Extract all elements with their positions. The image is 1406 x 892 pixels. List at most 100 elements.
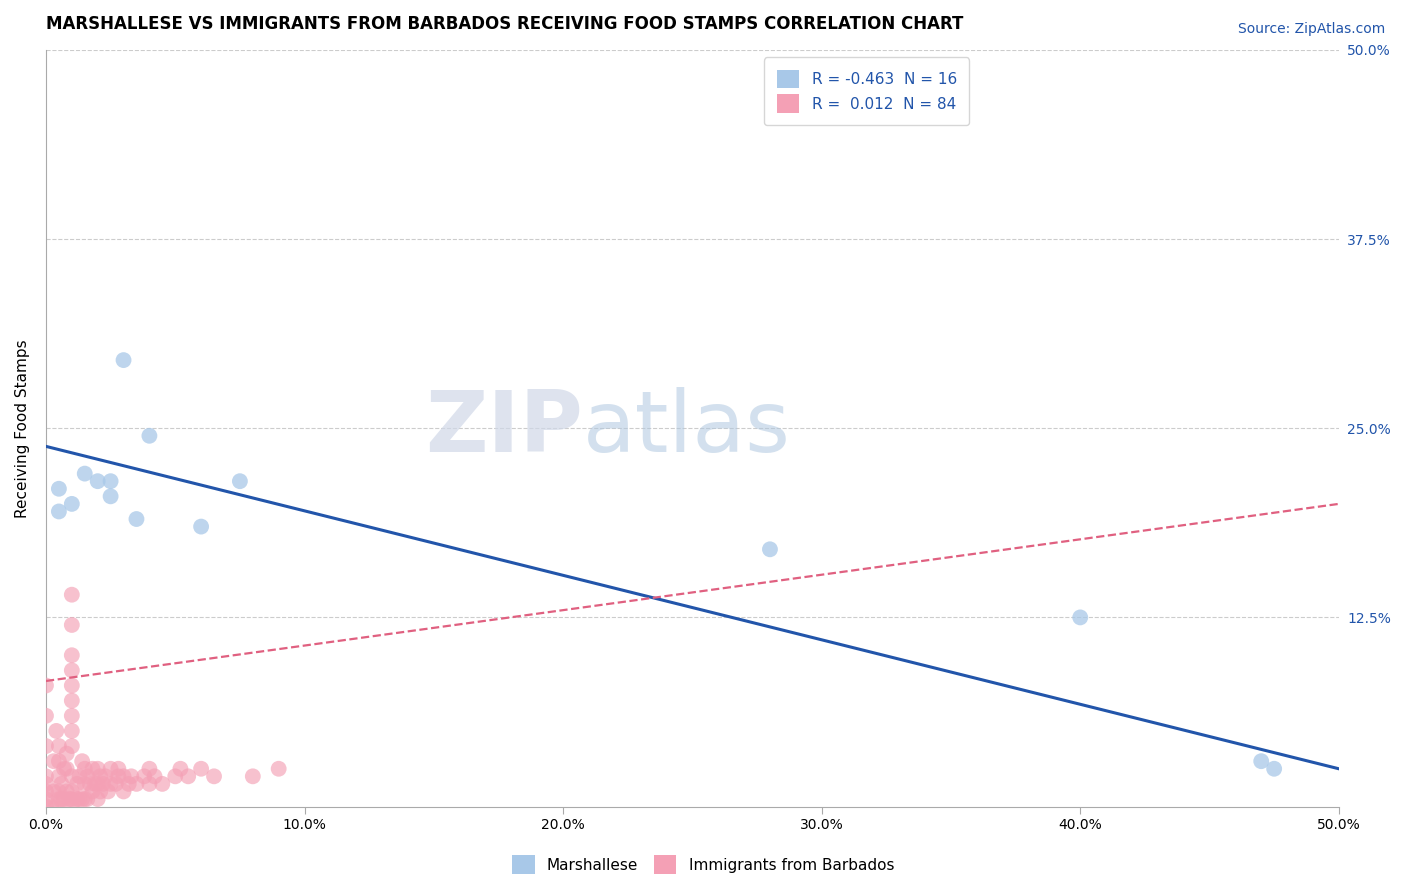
Point bbox=[60, 497, 83, 511]
Point bbox=[86, 762, 108, 776]
Point bbox=[35, 799, 58, 814]
Point bbox=[51, 777, 73, 791]
Point bbox=[48, 739, 70, 753]
Point bbox=[73, 467, 96, 481]
Point bbox=[35, 777, 58, 791]
Point bbox=[100, 474, 122, 488]
Point bbox=[35, 769, 58, 783]
Point bbox=[76, 792, 98, 806]
Point bbox=[97, 784, 120, 798]
Point bbox=[70, 792, 93, 806]
Point bbox=[42, 754, 65, 768]
Point bbox=[70, 754, 93, 768]
Point bbox=[73, 792, 96, 806]
Point bbox=[55, 784, 77, 798]
Point bbox=[125, 512, 148, 526]
Point bbox=[267, 762, 290, 776]
Point bbox=[48, 504, 70, 518]
Point bbox=[138, 429, 160, 443]
Point bbox=[165, 769, 187, 783]
Legend: Marshallese, Immigrants from Barbados: Marshallese, Immigrants from Barbados bbox=[506, 849, 900, 880]
Point bbox=[79, 777, 101, 791]
Point bbox=[60, 784, 83, 798]
Point bbox=[143, 769, 166, 783]
Text: Source: ZipAtlas.com: Source: ZipAtlas.com bbox=[1237, 22, 1385, 37]
Point bbox=[177, 769, 200, 783]
Point bbox=[48, 792, 70, 806]
Point bbox=[100, 489, 122, 503]
Point bbox=[125, 777, 148, 791]
Point bbox=[60, 588, 83, 602]
Point bbox=[60, 799, 83, 814]
Point bbox=[60, 723, 83, 738]
Point bbox=[69, 769, 91, 783]
Point bbox=[190, 762, 212, 776]
Point bbox=[169, 762, 191, 776]
Point bbox=[60, 792, 83, 806]
Point bbox=[53, 792, 76, 806]
Text: atlas: atlas bbox=[582, 387, 790, 470]
Text: MARSHALLESE VS IMMIGRANTS FROM BARBADOS RECEIVING FOOD STAMPS CORRELATION CHART: MARSHALLESE VS IMMIGRANTS FROM BARBADOS … bbox=[46, 15, 963, 33]
Point bbox=[86, 792, 108, 806]
Point bbox=[150, 777, 173, 791]
Y-axis label: Receiving Food Stamps: Receiving Food Stamps bbox=[15, 339, 30, 517]
Point bbox=[45, 723, 67, 738]
Point bbox=[242, 769, 264, 783]
Point bbox=[60, 708, 83, 723]
Point bbox=[45, 799, 67, 814]
Point bbox=[86, 474, 108, 488]
Point bbox=[39, 799, 62, 814]
Point bbox=[66, 777, 89, 791]
Point bbox=[58, 792, 80, 806]
Point bbox=[60, 769, 83, 783]
Point bbox=[134, 769, 156, 783]
Point bbox=[1263, 762, 1285, 776]
Point bbox=[66, 792, 89, 806]
Point bbox=[138, 777, 160, 791]
Point bbox=[48, 769, 70, 783]
Text: ZIP: ZIP bbox=[425, 387, 582, 470]
Point bbox=[35, 739, 58, 753]
Point bbox=[60, 739, 83, 753]
Point bbox=[229, 474, 252, 488]
Point bbox=[48, 482, 70, 496]
Point bbox=[60, 618, 83, 632]
Point bbox=[55, 762, 77, 776]
Point bbox=[112, 769, 135, 783]
Point bbox=[51, 792, 73, 806]
Point bbox=[107, 769, 129, 783]
Point bbox=[138, 762, 160, 776]
Point bbox=[118, 777, 141, 791]
Point bbox=[73, 777, 96, 791]
Point bbox=[76, 769, 98, 783]
Point bbox=[69, 792, 91, 806]
Point bbox=[42, 784, 65, 798]
Point bbox=[84, 777, 107, 791]
Point bbox=[60, 679, 83, 693]
Point bbox=[112, 784, 135, 798]
Point bbox=[202, 769, 225, 783]
Point bbox=[91, 777, 114, 791]
Point bbox=[100, 762, 122, 776]
Point bbox=[1069, 610, 1091, 624]
Point bbox=[35, 792, 58, 806]
Point bbox=[94, 769, 117, 783]
Point bbox=[1250, 754, 1272, 768]
Point bbox=[759, 542, 782, 557]
Point bbox=[82, 762, 104, 776]
Point bbox=[120, 769, 142, 783]
Point bbox=[89, 784, 111, 798]
Point bbox=[112, 353, 135, 368]
Point bbox=[104, 777, 127, 791]
Point bbox=[73, 762, 96, 776]
Point bbox=[100, 777, 122, 791]
Point bbox=[55, 747, 77, 761]
Point bbox=[48, 754, 70, 768]
Point bbox=[89, 769, 111, 783]
Point bbox=[35, 679, 58, 693]
Point bbox=[53, 762, 76, 776]
Point bbox=[107, 762, 129, 776]
Point bbox=[60, 648, 83, 663]
Point bbox=[86, 777, 108, 791]
Point bbox=[60, 664, 83, 678]
